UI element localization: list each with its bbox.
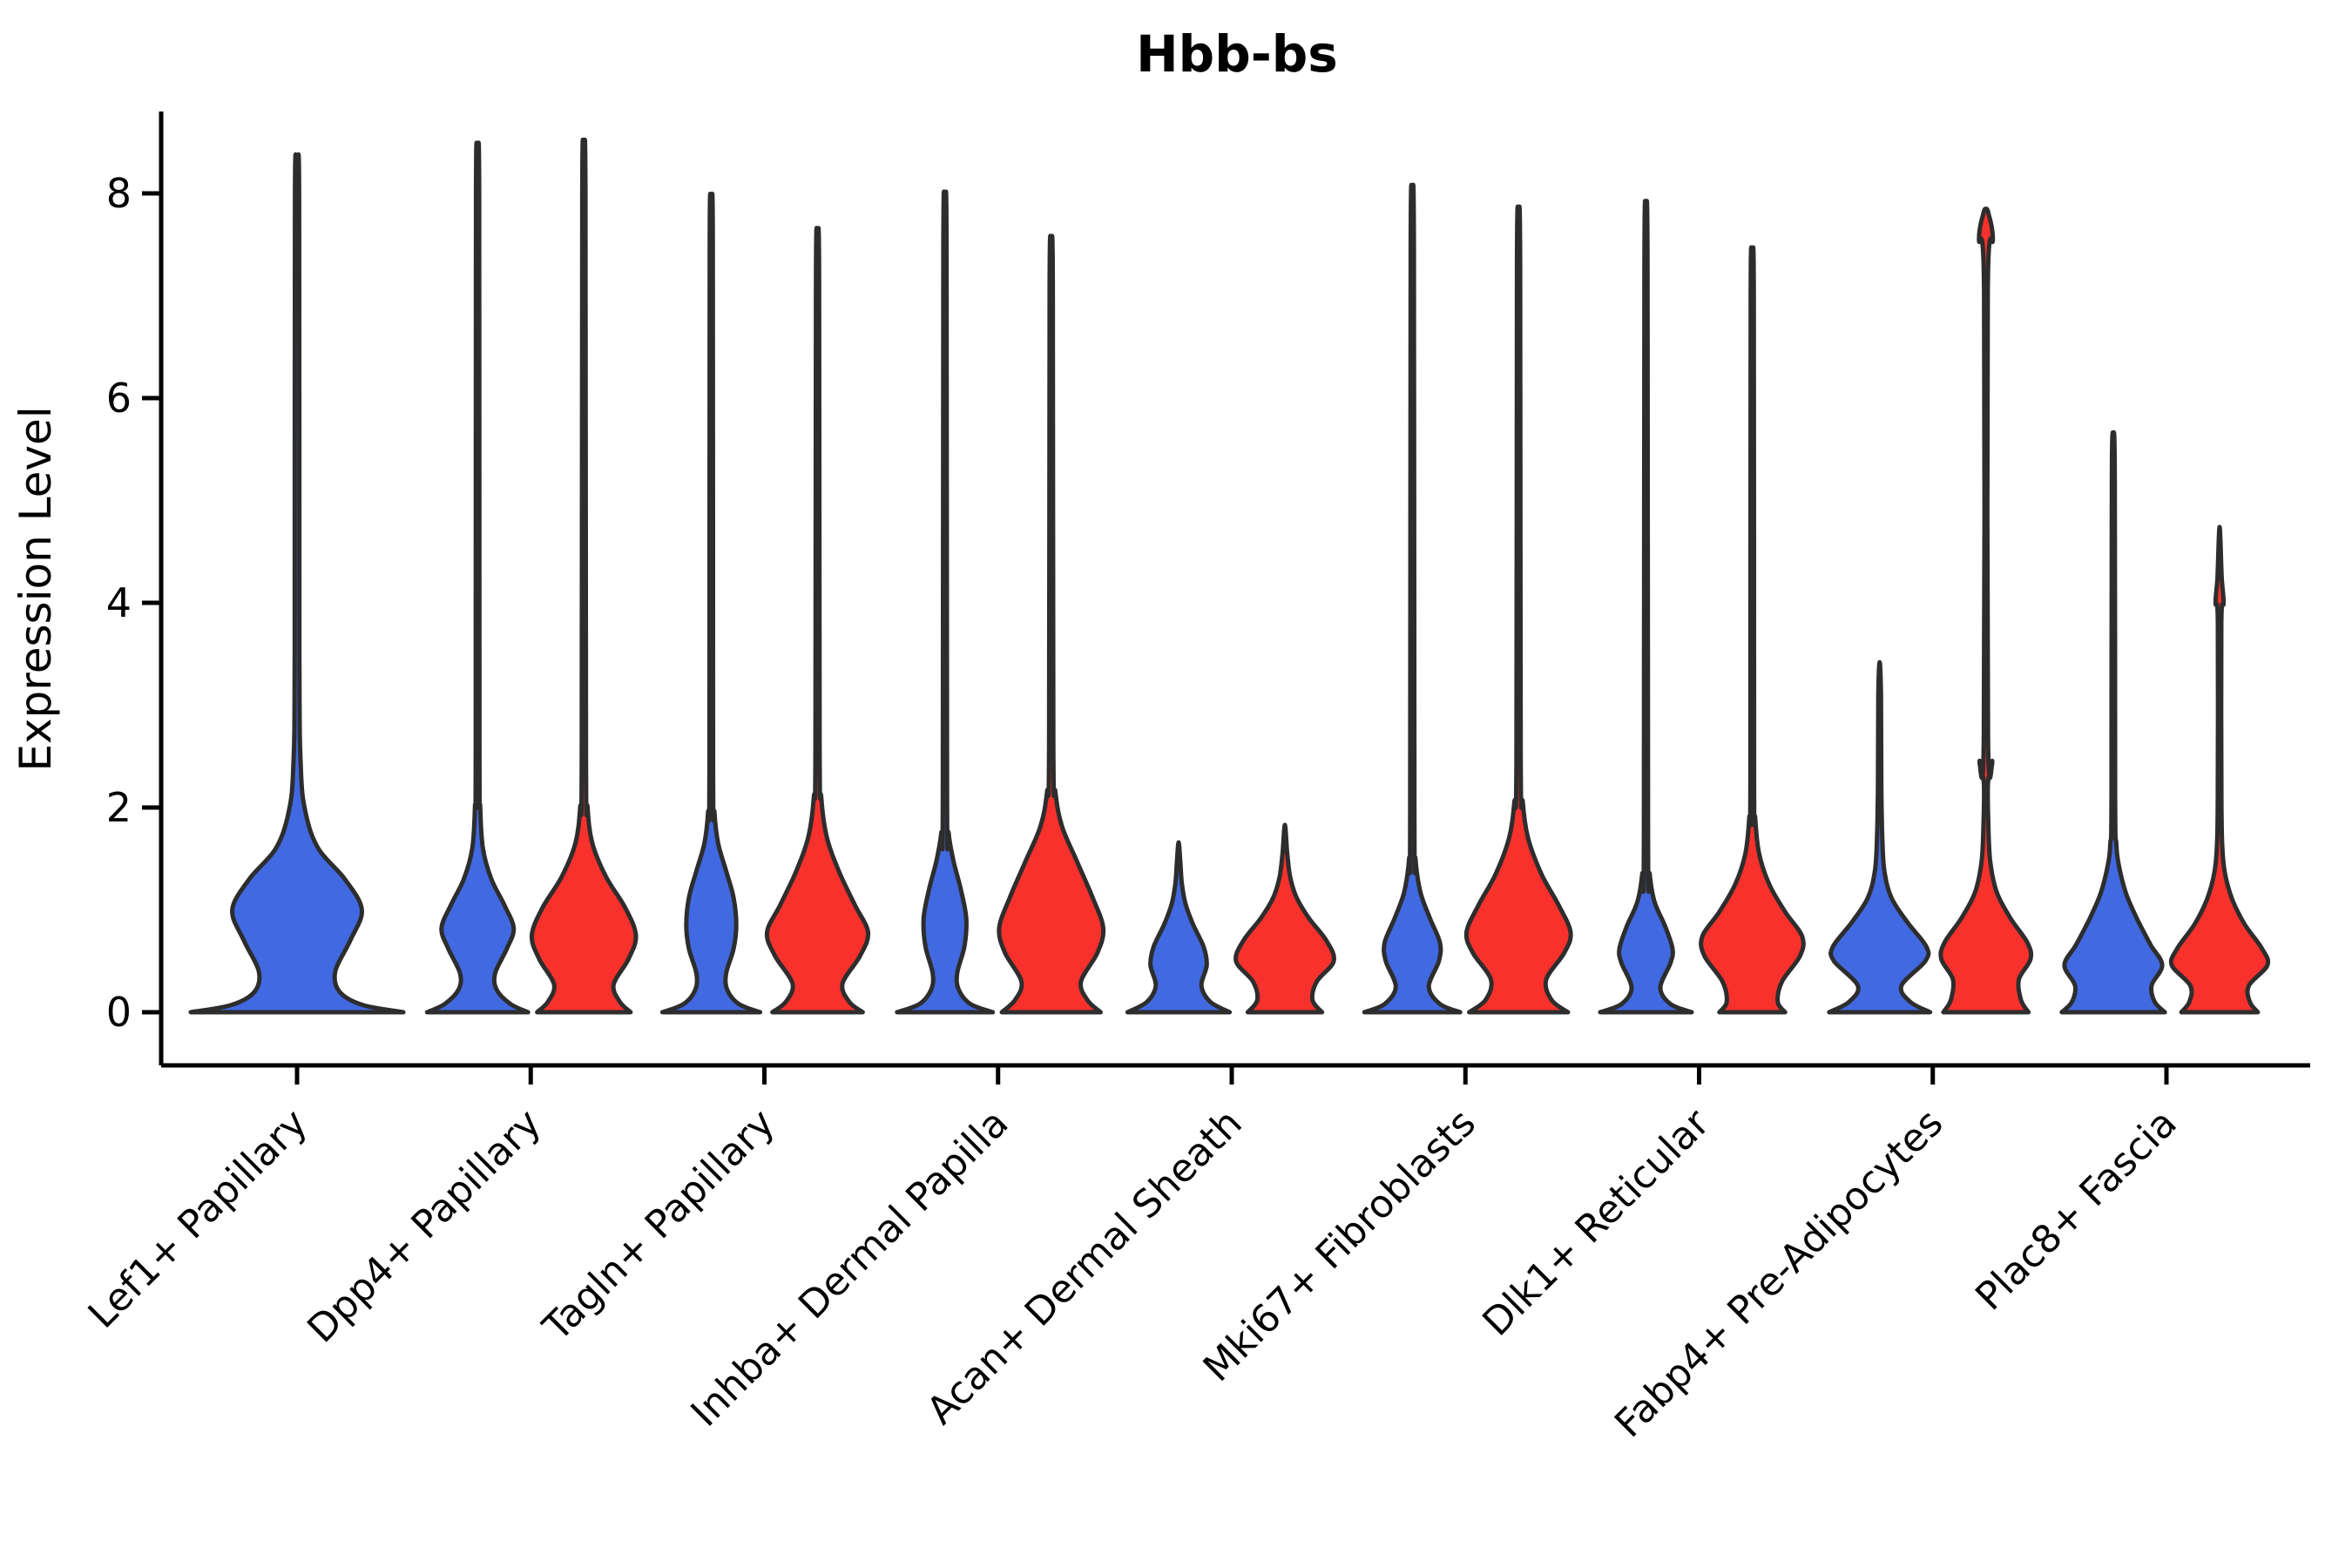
- axes: [142, 112, 2310, 1085]
- violin-tagln-papillary-red: [764, 226, 871, 1015]
- violin-acan-dermal-sheath-blue: [1125, 840, 1233, 1015]
- y-tick-label: 2: [106, 784, 132, 831]
- violin-mki67-fibroblasts-blue: [1362, 182, 1463, 1015]
- y-tick-label: 8: [106, 170, 132, 217]
- violin-dlk1-reticular-red: [1699, 245, 1806, 1015]
- x-tick-label: Dpp4+ Papillary: [299, 1101, 550, 1352]
- violin-tagln-papillary-blue: [659, 191, 763, 1015]
- violin-acan-dermal-sheath-red: [1233, 822, 1336, 1015]
- violin-dpp4-papillary-red: [529, 137, 639, 1015]
- y-tick-label: 0: [106, 989, 132, 1036]
- y-tick-label: 4: [106, 579, 132, 626]
- violin-inhba-dermal-papilla-blue: [895, 189, 996, 1015]
- violin-lef1-papillary-blue: [188, 152, 406, 1015]
- violin-dpp4-papillary-blue: [424, 140, 531, 1015]
- violin-dlk1-reticular-blue: [1598, 199, 1694, 1015]
- y-axis-label: Expression Level: [10, 406, 61, 771]
- violins: [188, 137, 2271, 1015]
- x-tick-label: Dlk1+ Reticular: [1474, 1100, 1719, 1345]
- x-tick-label: Tagln+ Papillary: [534, 1101, 783, 1350]
- violin-plac8-fascia-blue: [2059, 429, 2167, 1015]
- violin-fabp4-pre-adipocytes-blue: [1827, 659, 1933, 1015]
- y-tick-label: 6: [106, 375, 132, 422]
- violin-fabp4-pre-adipocytes-red: [1938, 206, 2034, 1015]
- violin-plac8-fascia-red: [2168, 524, 2271, 1015]
- x-tick-label: Plac8+ Fascia: [1967, 1101, 2186, 1320]
- plot-title: Hbb-bs: [1136, 24, 1338, 84]
- violin-inhba-dermal-papilla-red: [997, 233, 1106, 1015]
- violin-mki67-fibroblasts-red: [1463, 204, 1573, 1015]
- x-tick-label: Lef1+ Papillary: [80, 1101, 316, 1337]
- y-tick-labels: 0 2 4 6 8: [106, 170, 132, 1036]
